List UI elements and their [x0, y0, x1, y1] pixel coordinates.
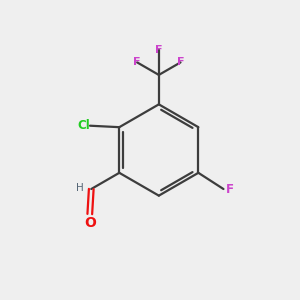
Text: F: F: [177, 57, 184, 68]
Text: H: H: [76, 182, 84, 193]
Text: O: O: [84, 217, 96, 230]
Text: F: F: [155, 45, 163, 55]
Text: F: F: [226, 182, 234, 196]
Text: F: F: [134, 57, 141, 68]
Text: Cl: Cl: [77, 119, 90, 132]
